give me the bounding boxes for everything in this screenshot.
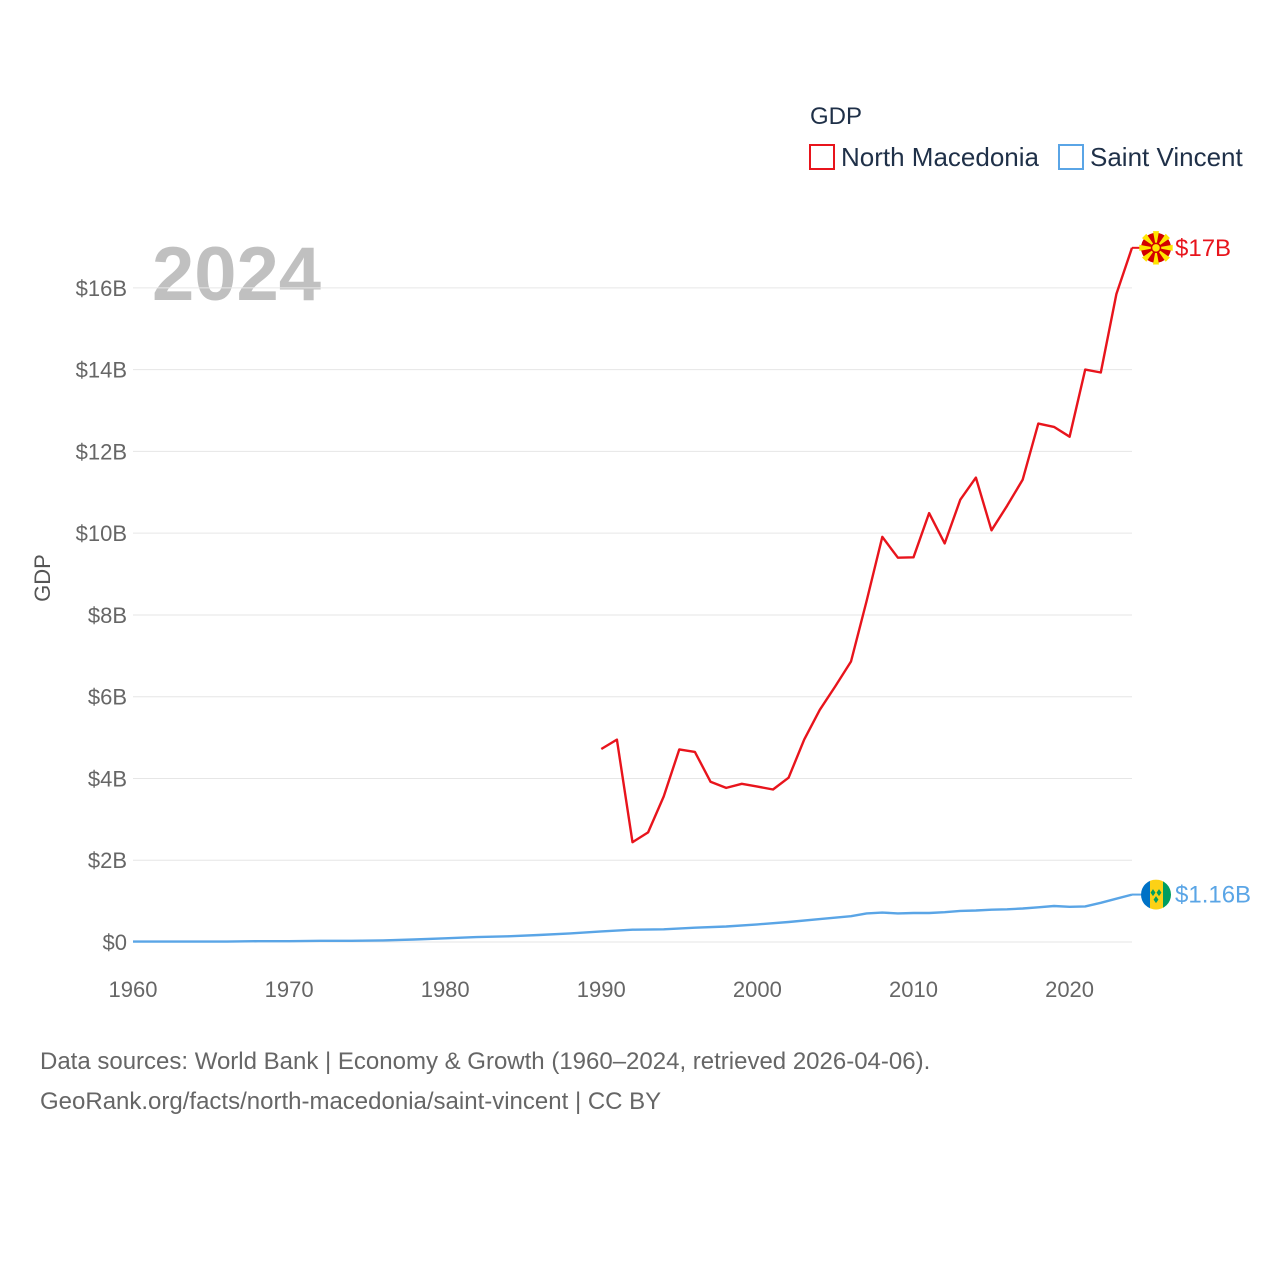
- y-axis-label: GDP: [30, 554, 55, 602]
- gdp-line-chart: 2024 $0 $2B $4B $6B $8B $10B $12B $14B $16B 1960…: [30, 103, 1251, 1002]
- y-tick-label: $8B: [88, 603, 127, 628]
- footer-attribution-link[interactable]: GeoRank.org/facts/north-macedonia/saint-…: [40, 1088, 662, 1115]
- x-tick-label: 2020: [1045, 977, 1094, 1002]
- y-tick-label: $0: [103, 930, 127, 955]
- series-line-saint-vincent[interactable]: [133, 893, 1133, 943]
- series-line-north-macedonia[interactable]: [600, 247, 1134, 844]
- legend-title: GDP: [810, 103, 862, 130]
- saint-vincent-flag-icon: [1141, 879, 1171, 910]
- year-watermark: 2024: [152, 232, 321, 317]
- legend-swatch-north-macedonia: [809, 144, 835, 170]
- x-tick-label: 2010: [889, 977, 938, 1002]
- legend-swatch-saint-vincent: [1058, 144, 1084, 170]
- legend-label-saint-vincent: Saint Vincent: [1090, 142, 1244, 172]
- y-tick-label: $4B: [88, 766, 127, 791]
- data-source-footer: Data sources: World Bank | Economy & Gro…: [40, 1042, 1240, 1122]
- footer-sources: Data sources: World Bank | Economy & Gro…: [40, 1048, 931, 1075]
- x-tick-label: 1970: [265, 977, 314, 1002]
- x-tick-label: 1990: [577, 977, 626, 1002]
- north-macedonia-flag-icon: [1139, 231, 1173, 265]
- x-tick-label: 1980: [421, 977, 470, 1002]
- series-lines: [133, 246, 1141, 943]
- x-axis-ticks: 1960 1970 1980 1990 2000 2010 2020: [109, 977, 1095, 1002]
- legend-item-saint-vincent[interactable]: Saint Vincent: [1058, 142, 1244, 172]
- y-tick-label: $10B: [76, 521, 127, 546]
- north-macedonia-end-label: $17B: [1175, 235, 1231, 262]
- legend-label-north-macedonia: North Macedonia: [841, 142, 1040, 172]
- legend-item-north-macedonia[interactable]: North Macedonia: [809, 142, 1040, 172]
- y-tick-label: $6B: [88, 685, 127, 710]
- y-tick-label: $16B: [76, 276, 127, 301]
- y-axis-ticks: $0 $2B $4B $6B $8B $10B $12B $14B $16B: [76, 276, 127, 955]
- x-tick-label: 2000: [733, 977, 782, 1002]
- y-tick-label: $12B: [76, 439, 127, 464]
- saint-vincent-end-label: $1.16B: [1175, 882, 1251, 909]
- gridlines: [133, 287, 1132, 943]
- legend: GDP North Macedonia Saint Vincent: [809, 103, 1244, 172]
- y-tick-label: $2B: [88, 848, 127, 873]
- x-tick-label: 1960: [109, 977, 158, 1002]
- y-tick-label: $14B: [76, 358, 127, 383]
